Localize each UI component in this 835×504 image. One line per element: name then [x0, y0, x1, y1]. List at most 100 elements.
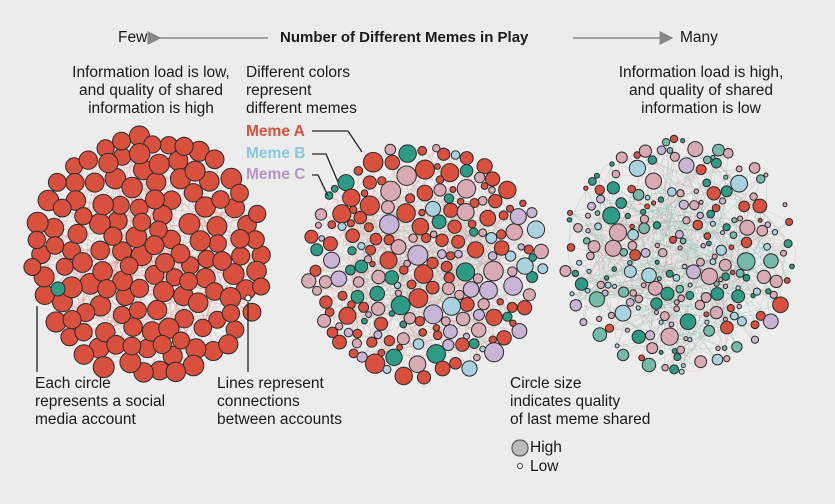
account-node [763, 253, 779, 269]
account-node [680, 138, 686, 144]
account-node [172, 331, 190, 350]
connection-line [712, 261, 724, 349]
account-node [330, 270, 348, 288]
account-node [330, 184, 339, 193]
account-node [765, 288, 772, 295]
account-node [729, 231, 738, 240]
account-node [416, 184, 434, 202]
account-node [735, 165, 743, 173]
account-node [588, 177, 597, 186]
account-node [301, 273, 317, 289]
middle-top-line-3: different memes [246, 100, 357, 117]
account-node [629, 249, 641, 261]
meme-b-leader [312, 153, 339, 183]
account-node [585, 228, 591, 234]
account-node [623, 265, 637, 278]
account-node [155, 252, 175, 273]
account-node [594, 222, 602, 231]
connection-line [441, 239, 508, 317]
account-node [365, 311, 373, 319]
account-node [506, 301, 518, 313]
account-node [384, 143, 397, 156]
account-node [463, 332, 470, 340]
account-node [720, 230, 725, 236]
account-node [356, 351, 368, 363]
account-node [687, 282, 693, 288]
account-node [669, 235, 677, 244]
account-node [604, 323, 615, 333]
account-node [586, 268, 592, 274]
account-node [112, 131, 131, 151]
account-node [677, 294, 686, 303]
account-node [98, 152, 119, 174]
account-node [711, 253, 718, 260]
page-title: Number of Different Memes in Play [280, 29, 529, 46]
account-node [523, 244, 534, 255]
account-node [371, 301, 386, 316]
account-node [782, 202, 788, 208]
account-node [396, 165, 417, 186]
account-node [659, 311, 670, 322]
account-node [472, 273, 484, 284]
account-node [327, 220, 337, 230]
connection-line [352, 235, 419, 345]
account-node [165, 361, 187, 383]
connection-line [629, 213, 711, 303]
account-node [354, 259, 369, 274]
account-node [425, 200, 441, 217]
account-node [771, 229, 779, 236]
account-node [576, 259, 583, 266]
account-node [332, 204, 352, 224]
account-node [728, 244, 735, 250]
connection-line [617, 324, 756, 347]
account-node [45, 236, 65, 255]
account-node [735, 268, 745, 278]
account-node [396, 332, 410, 346]
account-node [170, 243, 191, 264]
account-node [762, 313, 779, 330]
account-node [711, 353, 724, 366]
connection-line [652, 159, 741, 274]
account-node [588, 291, 606, 308]
size-note: Circle size indicates quality of last me… [510, 375, 710, 429]
account-node [335, 322, 344, 331]
account-node [736, 252, 756, 271]
connection-line [565, 243, 789, 272]
account-node [411, 217, 430, 236]
account-node [696, 211, 704, 220]
connection-line [432, 215, 504, 288]
account-node [566, 243, 576, 252]
account-node [722, 316, 728, 322]
account-node [65, 173, 85, 193]
account-node [640, 208, 647, 215]
account-node [132, 212, 152, 232]
connection-line [706, 183, 740, 315]
account-node [480, 182, 489, 190]
account-node [712, 143, 725, 157]
account-node [528, 253, 538, 262]
account-node [689, 200, 700, 211]
account-node [639, 214, 650, 224]
account-node [592, 327, 608, 342]
connection-line [587, 218, 645, 236]
account-node [425, 280, 440, 295]
account-node [418, 208, 426, 217]
account-node [579, 318, 588, 327]
connection-line [653, 202, 735, 317]
account-node [90, 240, 110, 261]
account-node [682, 216, 691, 225]
account-node [363, 222, 374, 233]
account-node [658, 319, 664, 325]
account-node [731, 289, 746, 304]
connection-line [587, 230, 701, 362]
circle-note-line-1: Each circle [35, 375, 111, 392]
account-node [469, 227, 479, 237]
account-node [322, 236, 338, 252]
account-node [440, 316, 451, 327]
account-node [720, 185, 733, 198]
account-node [526, 207, 538, 219]
account-node [432, 330, 443, 341]
connection-line [731, 236, 789, 248]
account-node [731, 341, 743, 353]
connection-line [726, 190, 789, 244]
